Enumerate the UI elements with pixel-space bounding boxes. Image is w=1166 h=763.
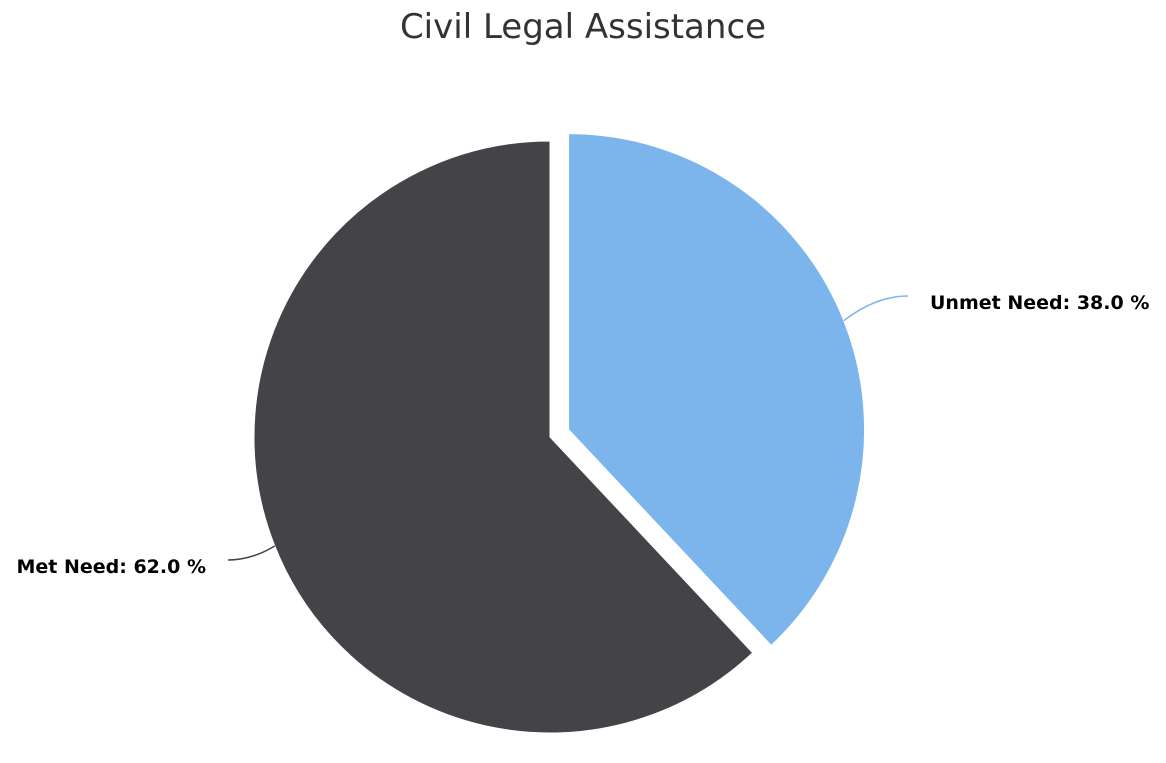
slice-label-met-need: Met Need: 62.0 % [16, 556, 206, 578]
label-connectors [227, 295, 909, 561]
connector-unmet-need [843, 295, 909, 322]
slice-label-unmet-need: Unmet Need: 38.0 % [930, 292, 1149, 314]
pie-slices [253, 133, 866, 734]
pie-slice-unmet-need[interactable] [568, 133, 866, 647]
chart-title: Civil Legal Assistance [400, 7, 766, 47]
slice-labels: Unmet Need: 38.0 % Met Need: 62.0 % [16, 292, 1149, 578]
pie-slice-met-need[interactable] [253, 140, 754, 734]
connector-met-need [227, 545, 276, 561]
